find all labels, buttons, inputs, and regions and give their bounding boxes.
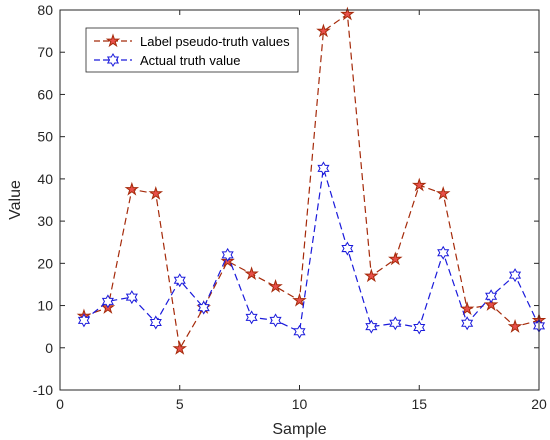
data-point-marker: [101, 294, 114, 309]
y-tick-label: 50: [37, 129, 53, 145]
data-point-marker: [244, 266, 259, 281]
data-point-marker: [483, 297, 499, 311]
data-point-marker: [316, 23, 331, 38]
data-point-marker: [459, 301, 475, 316]
data-point-marker: [413, 320, 426, 335]
data-point-marker: [221, 247, 234, 262]
data-point-marker: [245, 310, 258, 325]
data-point-marker: [435, 186, 451, 200]
series-line: [83, 13, 540, 351]
data-point-marker: [508, 268, 522, 283]
x-tick-label: 0: [56, 396, 64, 412]
x-tick-label: 15: [411, 396, 427, 412]
data-point-marker: [292, 292, 307, 307]
data-point-marker: [125, 290, 138, 305]
x-tick-label: 5: [176, 396, 184, 412]
data-point-marker: [365, 319, 378, 334]
data-point-marker: [293, 324, 306, 339]
y-axis-label: Value: [7, 180, 24, 220]
tick-marks: [59, 9, 540, 391]
series-line: [83, 168, 540, 333]
x-tick-label: 10: [292, 396, 308, 412]
series-layer: [76, 6, 547, 355]
data-point-marker: [173, 273, 186, 288]
y-tick-label: 10: [37, 298, 53, 314]
y-tick-labels: -10 0 10 20 30 40 50 60 70 80: [33, 2, 53, 398]
data-point-marker: [507, 319, 523, 333]
legend-entry: Actual truth value: [94, 52, 240, 68]
legend-entry: Label pseudo-truth values: [94, 33, 290, 49]
legend-label: Actual truth value: [140, 53, 240, 68]
y-tick-label: 60: [37, 86, 53, 102]
y-tick-label: 0: [45, 340, 53, 356]
y-tick-label: 80: [37, 2, 53, 18]
x-tick-label: 20: [531, 396, 547, 412]
data-point-marker: [411, 177, 427, 192]
data-point-marker: [268, 278, 283, 293]
data-point-marker: [437, 245, 450, 260]
legend-box: [85, 27, 299, 73]
data-point-marker: [77, 313, 91, 328]
data-point-marker: [197, 300, 210, 315]
data-point-marker: [341, 241, 354, 256]
data-point-marker: [269, 313, 282, 328]
y-tick-label: 70: [37, 44, 53, 60]
data-point-marker: [364, 268, 379, 283]
data-point-marker: [485, 289, 498, 304]
series-1: [76, 6, 547, 355]
data-point-marker: [106, 52, 120, 68]
legend-entries: Label pseudo-truth values Actual truth va…: [94, 33, 290, 68]
data-point-marker: [149, 315, 162, 330]
data-point-marker: [461, 316, 474, 331]
y-tick-label: 40: [37, 171, 53, 187]
legend-label: Label pseudo-truth values: [140, 34, 290, 49]
series-2: [77, 161, 546, 339]
data-point-marker: [388, 251, 403, 266]
data-point-marker: [317, 161, 330, 176]
legend: Label pseudo-truth values Actual truth va…: [85, 27, 299, 73]
y-tick-label: 20: [37, 255, 53, 271]
data-point-marker: [105, 33, 121, 48]
x-axis-label: Sample: [272, 421, 326, 438]
y-tick-label: 30: [37, 213, 53, 229]
data-point-marker: [172, 341, 188, 355]
data-point-marker: [148, 186, 164, 200]
y-tick-label: -10: [33, 382, 53, 398]
data-point-marker: [340, 6, 355, 21]
x-tick-labels: 0 5 10 15 20: [56, 396, 547, 412]
data-point-marker: [389, 316, 402, 331]
data-point-marker: [124, 181, 140, 196]
